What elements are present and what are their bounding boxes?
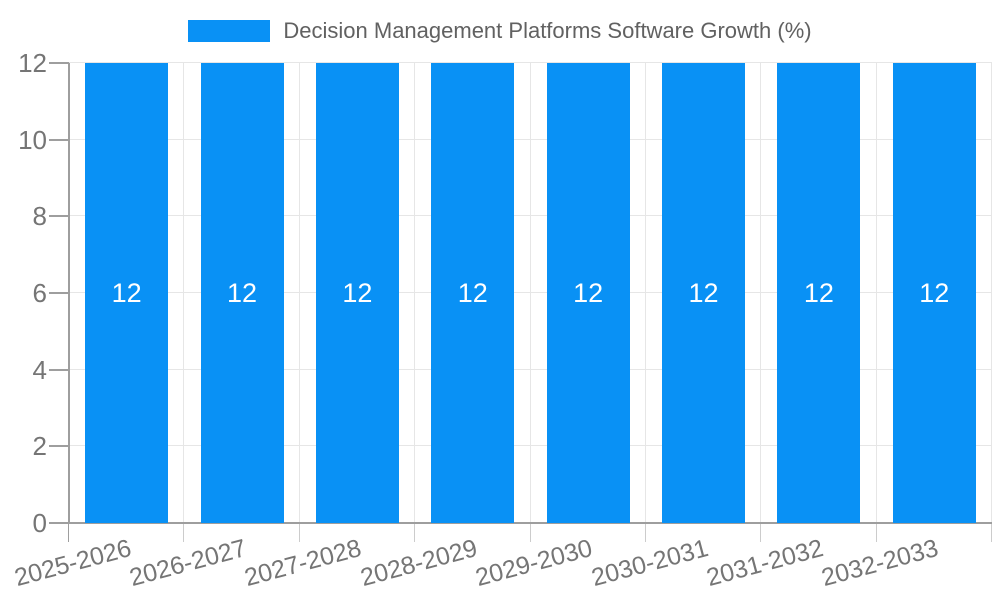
x-axis-tick [875,524,877,542]
y-axis-tick [49,445,69,448]
bar-value-label: 12 [111,278,142,308]
legend: Decision Management Platforms Software G… [0,16,1000,46]
y-axis-tick [49,215,69,218]
bar [200,63,284,523]
gridline-vertical [760,63,762,523]
y-axis-tick [49,292,69,294]
bar [546,63,630,523]
x-axis-tick [760,524,762,542]
gridline-vertical [991,63,992,523]
y-axis-tick-label: 2 [32,431,47,462]
bar [662,63,746,523]
gridline-vertical [644,63,646,523]
bar [315,63,399,523]
y-axis-tick-label: 4 [32,354,47,385]
legend-swatch [188,20,271,42]
gridline-horizontal [69,292,992,293]
legend-label: Decision Management Platforms Software G… [283,18,812,43]
gridline-horizontal [69,138,992,140]
gridline-vertical [414,63,416,523]
bar-value-label: 12 [688,278,719,308]
x-axis-tick [183,524,185,542]
gridline-horizontal [69,445,992,447]
gridline-horizontal [69,368,992,370]
x-axis-baseline [49,522,992,524]
x-axis-tick [529,524,531,542]
y-axis-line [68,63,70,523]
x-axis-tick [991,524,992,542]
bar [431,63,515,523]
bar-value-label: 12 [919,278,950,308]
gridline-vertical [298,63,300,523]
y-axis-tick-label: 8 [32,201,47,232]
x-axis-tick [414,524,416,542]
bar-value-label: 12 [227,278,258,308]
y-axis-tick-label: 6 [32,278,47,308]
x-axis-tick [298,524,300,542]
bar [85,63,169,523]
gridline-horizontal [69,215,992,217]
y-axis-tick-label: 12 [18,48,47,78]
y-axis-tick-label: 10 [18,124,47,155]
y-axis-tick [49,62,69,64]
y-axis-tick [49,138,69,141]
y-axis-tick-label: 0 [32,508,47,538]
gridline-vertical [529,63,531,523]
gridline-horizontal [69,62,992,63]
bar [892,63,976,523]
x-axis-tick [644,524,646,542]
bar-value-label: 12 [342,278,373,308]
bar-value-label: 12 [573,278,604,308]
x-axis-tick [68,524,69,542]
bar-value-label: 12 [457,278,488,308]
bar [777,63,861,523]
gridline-vertical [183,63,185,523]
bar-value-label: 12 [803,278,834,308]
gridline-vertical [875,63,877,523]
y-axis-tick [49,368,69,371]
